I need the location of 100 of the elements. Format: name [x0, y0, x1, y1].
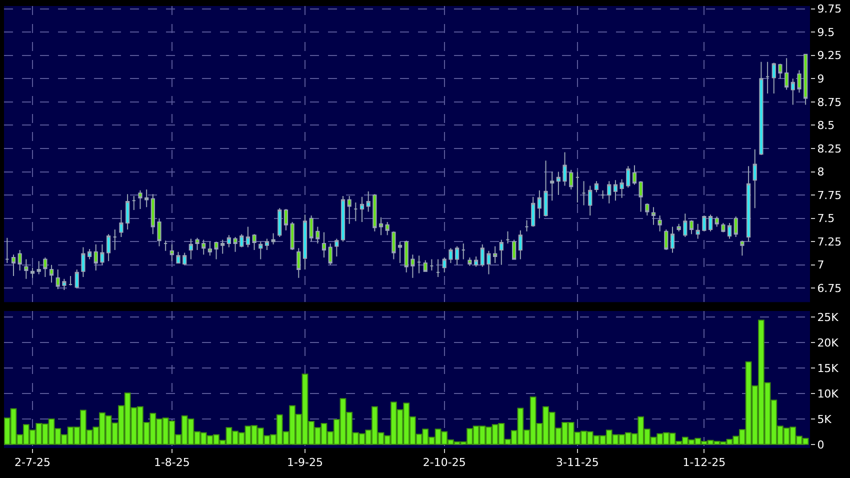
y-tick-label: 6.75 [817, 282, 842, 296]
candlestick [714, 216, 719, 228]
candlestick [588, 185, 592, 216]
candlestick [638, 180, 643, 212]
y-tick-label: 7.75 [817, 188, 842, 202]
candlestick [354, 202, 358, 222]
candlestick [804, 54, 808, 106]
candlestick [150, 194, 155, 235]
candlestick [11, 254, 16, 277]
candlestick [290, 222, 294, 250]
candlestick [106, 234, 111, 262]
candlestick [600, 190, 605, 200]
candlestick [56, 269, 60, 290]
candlestick [607, 180, 612, 204]
candlestick [734, 216, 738, 238]
candlestick [778, 63, 782, 80]
candlestick [100, 244, 104, 266]
candlestick [240, 234, 244, 248]
candlestick [360, 196, 364, 223]
candlestick [316, 226, 320, 244]
candlestick [284, 208, 288, 231]
y-tick-label: 9.5 [817, 26, 835, 39]
candlestick [416, 255, 422, 274]
y-tick-label: 10K [817, 387, 840, 400]
y-tick-label: 20K [817, 336, 840, 350]
candlestick [252, 234, 256, 250]
candlestick [372, 194, 377, 232]
candlestick [499, 239, 504, 266]
y-tick-label: 9.75 [817, 2, 842, 16]
candlestick [423, 260, 428, 272]
candlestick [208, 241, 212, 256]
candlestick [620, 178, 624, 198]
y-tick-label: 7.5 [817, 212, 835, 226]
candlestick [562, 152, 567, 186]
x-tick-label: 1-12-25 [682, 456, 726, 470]
candlestick [759, 61, 764, 156]
candlestick [233, 236, 238, 252]
candlestick [176, 251, 180, 264]
candlestick [683, 213, 688, 238]
candlestick [220, 239, 225, 254]
candlestick [702, 215, 706, 232]
candlestick [537, 190, 542, 219]
candlestick [87, 248, 92, 260]
candlestick [448, 248, 453, 264]
candlestick [613, 180, 618, 202]
candlestick [486, 250, 491, 275]
candlestick [550, 171, 554, 202]
candlestick [302, 214, 308, 270]
candlestick [182, 252, 187, 266]
x-tick-label: 1-8-25 [154, 456, 190, 470]
candlestick [708, 214, 713, 232]
candlestick [556, 171, 560, 196]
candlestick [772, 62, 776, 94]
candlestick [474, 256, 478, 268]
candlestick [721, 222, 726, 233]
candlestick [132, 195, 136, 210]
candlestick [195, 237, 200, 250]
candlestick [651, 206, 656, 226]
candlestick [797, 70, 802, 94]
candlestick [512, 239, 516, 260]
y-tick-label: 9.25 [817, 49, 842, 62]
x-tick-label: 3-11-25 [556, 456, 599, 470]
candlestick [246, 226, 250, 248]
candlestick [632, 164, 637, 186]
candlestick [784, 58, 789, 90]
candlestick [170, 244, 174, 262]
candlestick [645, 202, 650, 216]
candlestick [569, 169, 574, 190]
y-tick-label: 8.5 [817, 119, 835, 132]
candlestick [493, 246, 498, 264]
candlestick [144, 188, 149, 208]
candlestick [119, 209, 124, 238]
candlestick [296, 248, 301, 278]
candlestick [790, 78, 795, 106]
candlestick [626, 166, 630, 188]
y-tick-label: 5K [817, 412, 832, 426]
candlestick [594, 180, 599, 193]
candlestick [81, 246, 86, 278]
candlestick [68, 276, 73, 286]
candlestick [392, 230, 396, 260]
candlestick [410, 254, 415, 278]
candlestick [328, 242, 332, 266]
candlestick [544, 160, 548, 217]
candlestick [112, 229, 117, 250]
candlestick [436, 258, 440, 278]
candlestick [264, 238, 270, 250]
x-tick-label: 2-7-25 [14, 456, 50, 470]
candlestick [278, 208, 282, 238]
candlestick [226, 234, 231, 248]
candlestick [518, 230, 522, 260]
candlestick [461, 242, 466, 260]
candlestick [340, 195, 346, 242]
candlestick [366, 190, 370, 212]
y-tick-label: 8.75 [817, 96, 842, 109]
candlestick [480, 244, 484, 268]
candlestick [334, 238, 339, 258]
candlestick [202, 239, 206, 256]
candlestick [506, 230, 510, 244]
candlestick [5, 237, 10, 264]
candlestick [30, 267, 35, 278]
